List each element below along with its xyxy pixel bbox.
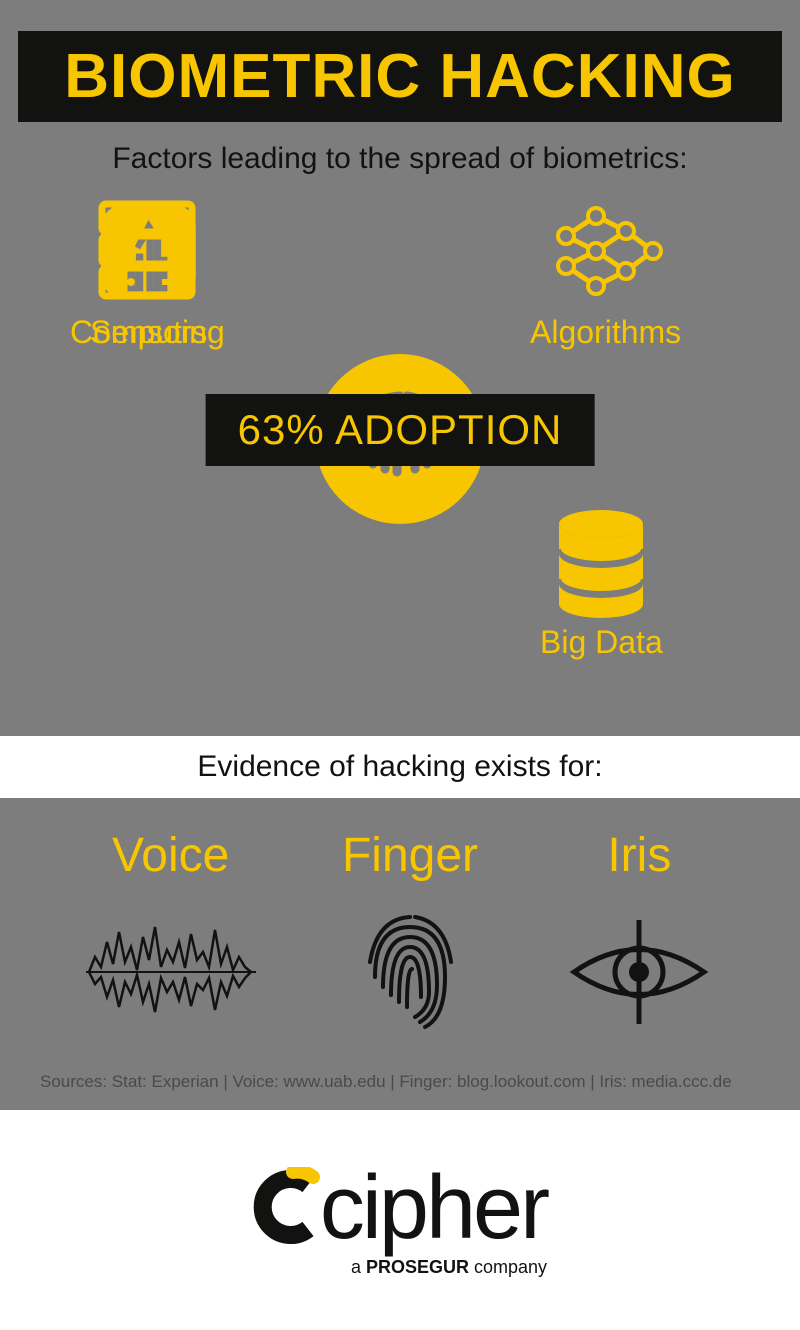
sources-text: Sources: Stat: Experian | Voice: www.uab… (40, 1072, 760, 1092)
algorithms-icon (530, 196, 681, 306)
computing-label: Computing (70, 314, 225, 351)
top-section: BIOMETRIC HACKING Factors leading to the… (0, 0, 800, 736)
main-title: BIOMETRIC HACKING (18, 41, 782, 112)
factor-bigdata: Big Data (540, 506, 663, 661)
factor-computing: Computing (70, 196, 225, 351)
logo-brand-text: cipher (320, 1163, 547, 1253)
evidence-section: Voice Finger (0, 798, 800, 1110)
hack-iris: Iris (559, 828, 719, 1037)
hack-finger: Finger (342, 828, 478, 1037)
hack-row: Voice Finger (40, 828, 760, 1037)
factors-area: Sensors (0, 196, 800, 716)
footer: cipher a PROSEGUR company (0, 1110, 800, 1330)
computing-icon (70, 196, 225, 306)
title-bar: BIOMETRIC HACKING (18, 31, 782, 122)
tagline-bold: PROSEGUR (366, 1257, 469, 1277)
iris-label: Iris (559, 828, 719, 883)
bigdata-icon (540, 506, 663, 616)
factors-subtitle: Factors leading to the spread of biometr… (0, 142, 800, 176)
evidence-heading: Evidence of hacking exists for: (0, 736, 800, 798)
voice-waveform-icon (81, 907, 261, 1037)
iris-eye-icon (559, 907, 719, 1037)
tagline-prefix: a (351, 1257, 366, 1277)
logo-tagline: a PROSEGUR company (320, 1257, 547, 1278)
fingerprint-icon (342, 907, 478, 1037)
cipher-logo: cipher a PROSEGUR company (253, 1163, 547, 1278)
factor-algorithms: Algorithms (530, 196, 681, 351)
voice-label: Voice (81, 828, 261, 883)
tagline-suffix: company (469, 1257, 547, 1277)
logo-mark-icon (253, 1167, 328, 1262)
finger-label: Finger (342, 828, 478, 883)
algorithms-label: Algorithms (530, 314, 681, 351)
hack-voice: Voice (81, 828, 261, 1037)
adoption-stat: 63% ADOPTION (206, 394, 595, 466)
bigdata-label: Big Data (540, 624, 663, 661)
